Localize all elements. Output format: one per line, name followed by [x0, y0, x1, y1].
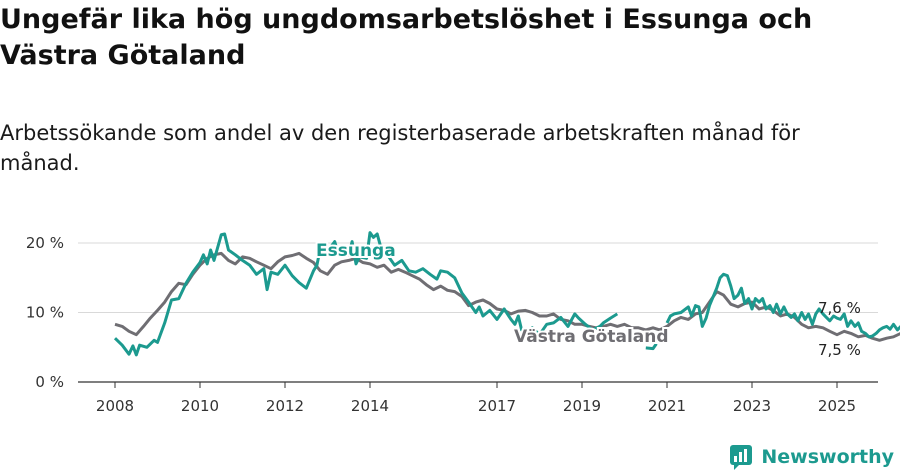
x-tick-label: 2019 — [563, 397, 601, 415]
x-tick-label: 2017 — [478, 397, 516, 415]
y-tick-label: 0 % — [35, 373, 64, 391]
x-axis: 2008 2010 2012 2014 2017 2019 2021 2023 2025 — [78, 381, 878, 415]
series-essunga-line — [113, 231, 619, 357]
series-labels: Essunga Västra Götaland 7,6 % 7,5 % — [314, 239, 861, 359]
end-value-essunga: 7,6 % — [818, 299, 861, 317]
series-essunga-line-segment — [645, 342, 658, 351]
x-tick-label: 2014 — [351, 397, 389, 415]
chart-title: Ungefär lika hög ungdomsarbetslöshet i E… — [0, 4, 813, 71]
grid-lines — [78, 242, 878, 313]
label-vastra-gotaland: Västra Götaland — [514, 327, 669, 347]
x-tick-label: 2012 — [266, 397, 304, 415]
x-tick-label: 2025 — [818, 397, 856, 415]
label-essunga: Essunga — [316, 241, 396, 261]
newsworthy-icon — [730, 445, 753, 470]
series-essunga-line-late — [665, 272, 900, 339]
x-tick-label: 2023 — [733, 397, 771, 415]
x-tick-label: 2021 — [648, 397, 686, 415]
y-tick-label: 10 % — [26, 304, 64, 322]
series-lines — [113, 231, 900, 357]
newsworthy-logo[interactable]: Newsworthy — [729, 444, 894, 470]
x-tick-label: 2008 — [96, 397, 134, 415]
y-axis: 0 % 10 % 20 % — [26, 234, 64, 391]
series-vastra-gotaland-line — [114, 251, 900, 342]
y-tick-label: 20 % — [26, 234, 64, 252]
chart-subtitle: Arbetssökande som andel av den registerb… — [0, 121, 800, 175]
brand-name: Newsworthy — [761, 446, 894, 468]
end-value-vastra-gotaland: 7,5 % — [818, 341, 861, 359]
x-tick-label: 2010 — [181, 397, 219, 415]
